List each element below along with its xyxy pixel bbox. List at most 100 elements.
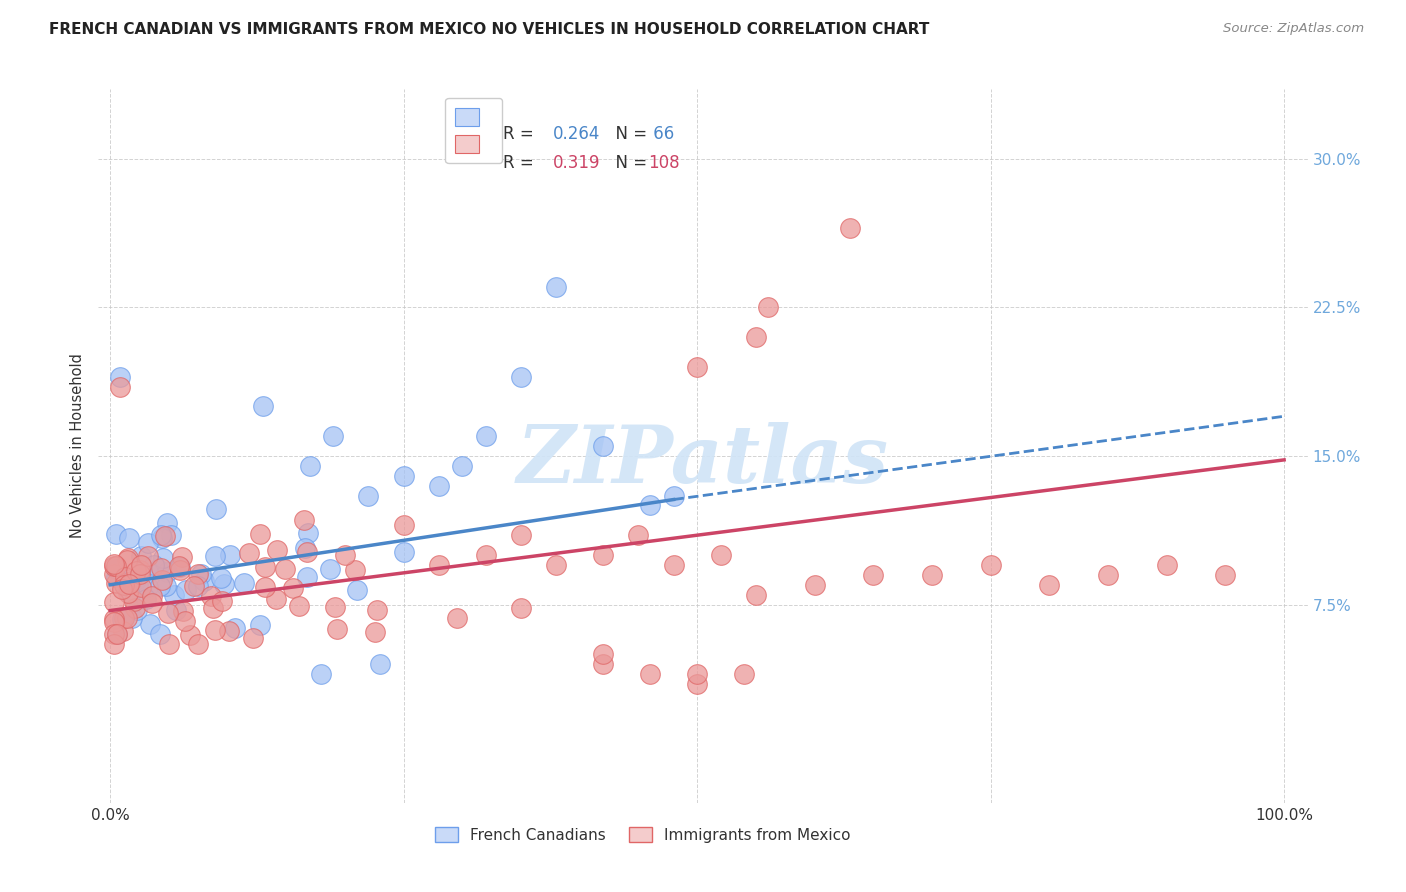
Point bbox=[105, 627, 128, 641]
Point bbox=[169, 563, 191, 577]
Point bbox=[392, 468, 415, 483]
Point bbox=[297, 570, 319, 584]
Point bbox=[108, 369, 131, 384]
Point bbox=[364, 624, 387, 639]
Point bbox=[183, 578, 205, 592]
Point bbox=[149, 579, 172, 593]
Point bbox=[169, 558, 191, 573]
Point bbox=[211, 594, 233, 608]
Point bbox=[254, 560, 277, 574]
Point bbox=[662, 558, 685, 572]
Point bbox=[366, 603, 388, 617]
Point bbox=[980, 558, 1002, 572]
Point bbox=[451, 458, 474, 473]
Point bbox=[129, 549, 152, 563]
Text: 0.319: 0.319 bbox=[553, 153, 600, 171]
Point bbox=[105, 627, 128, 641]
Point bbox=[127, 578, 149, 592]
Point bbox=[254, 580, 277, 594]
Point bbox=[297, 525, 319, 540]
Text: N =: N = bbox=[605, 125, 652, 143]
Text: R =: R = bbox=[503, 125, 540, 143]
Point bbox=[204, 502, 226, 516]
Point bbox=[209, 571, 232, 585]
Point bbox=[710, 548, 733, 562]
Point bbox=[174, 615, 197, 629]
Point bbox=[125, 564, 148, 578]
Point bbox=[138, 565, 160, 579]
Point bbox=[129, 558, 152, 572]
Point bbox=[105, 570, 128, 584]
Legend: French Canadians, Immigrants from Mexico: French Canadians, Immigrants from Mexico bbox=[429, 821, 856, 848]
Point bbox=[357, 489, 380, 503]
Point bbox=[112, 624, 135, 638]
Point bbox=[311, 667, 333, 681]
Point bbox=[838, 221, 860, 235]
Point bbox=[686, 359, 709, 374]
Point bbox=[292, 513, 315, 527]
Point bbox=[129, 580, 152, 594]
Point bbox=[218, 624, 240, 639]
Point bbox=[392, 518, 415, 533]
Point bbox=[170, 550, 193, 565]
Point bbox=[115, 610, 138, 624]
Point bbox=[921, 567, 943, 582]
Point bbox=[187, 637, 209, 651]
Point bbox=[150, 561, 173, 575]
Point bbox=[118, 587, 141, 601]
Point bbox=[298, 458, 321, 473]
Point bbox=[193, 574, 215, 588]
Point bbox=[156, 516, 179, 530]
Point bbox=[165, 603, 187, 617]
Point bbox=[174, 582, 197, 597]
Text: 66: 66 bbox=[648, 125, 675, 143]
Point bbox=[745, 330, 768, 344]
Point bbox=[427, 558, 450, 572]
Point bbox=[121, 611, 143, 625]
Point bbox=[138, 617, 160, 632]
Point bbox=[281, 581, 304, 595]
Point bbox=[346, 583, 368, 598]
Point bbox=[105, 558, 128, 573]
Point bbox=[115, 576, 138, 591]
Point bbox=[129, 566, 152, 581]
Point bbox=[120, 574, 142, 588]
Point bbox=[427, 478, 450, 492]
Point bbox=[152, 551, 174, 566]
Point bbox=[344, 563, 367, 577]
Point bbox=[169, 559, 191, 574]
Point bbox=[149, 528, 172, 542]
Point bbox=[156, 566, 179, 580]
Point bbox=[104, 576, 127, 591]
Point bbox=[756, 300, 779, 314]
Point bbox=[264, 592, 287, 607]
Point bbox=[150, 531, 173, 545]
Point bbox=[475, 429, 498, 443]
Point bbox=[546, 558, 568, 572]
Point bbox=[288, 599, 311, 613]
Point bbox=[103, 595, 125, 609]
Point bbox=[108, 379, 131, 393]
Point bbox=[686, 667, 709, 681]
Point bbox=[392, 545, 415, 559]
Point bbox=[204, 549, 226, 563]
Text: 0.264: 0.264 bbox=[553, 125, 600, 143]
Point bbox=[125, 573, 148, 587]
Point bbox=[111, 612, 134, 626]
Point bbox=[190, 566, 212, 581]
Point bbox=[510, 528, 533, 542]
Point bbox=[627, 528, 650, 542]
Point bbox=[592, 657, 614, 671]
Point bbox=[135, 592, 157, 607]
Point bbox=[745, 588, 768, 602]
Point bbox=[224, 621, 246, 635]
Point bbox=[333, 548, 356, 562]
Point bbox=[204, 624, 226, 638]
Point bbox=[105, 526, 128, 541]
Point bbox=[146, 562, 169, 576]
Point bbox=[117, 550, 139, 565]
Point bbox=[187, 566, 209, 581]
Point bbox=[136, 549, 159, 563]
Point bbox=[638, 667, 661, 681]
Point bbox=[117, 586, 139, 600]
